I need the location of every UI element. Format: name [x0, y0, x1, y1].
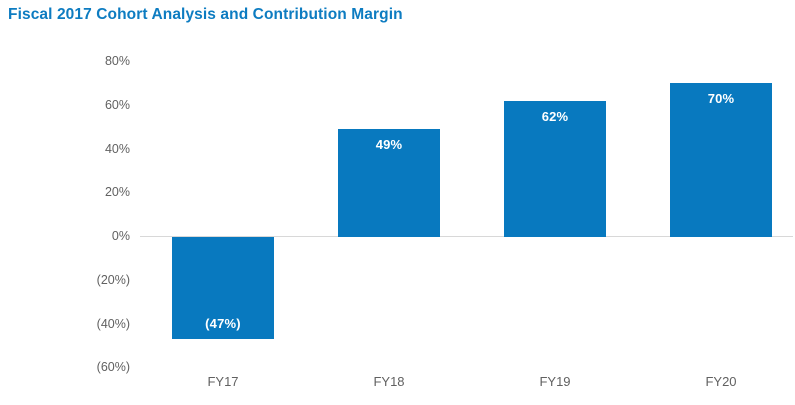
bar-value-label: (47%) — [205, 316, 241, 332]
x-tick-label: FY19 — [539, 374, 571, 389]
bar-fy20: 70% — [670, 83, 772, 237]
x-tick-label: FY20 — [705, 374, 737, 389]
y-tick-label: (20%) — [96, 272, 130, 287]
y-tick-label: 80% — [104, 54, 130, 68]
bar-value-label: 62% — [541, 108, 569, 124]
bar-value-label: 70% — [707, 91, 735, 107]
bar-fy18: 49% — [338, 129, 440, 237]
y-tick-label: (40%) — [96, 316, 130, 331]
y-tick-label: (60%) — [96, 360, 130, 375]
chart-title: Fiscal 2017 Cohort Analysis and Contribu… — [8, 6, 403, 23]
y-tick-label: 60% — [104, 97, 130, 112]
y-tick-label: 40% — [104, 141, 130, 156]
y-tick-label: 0% — [111, 229, 130, 243]
bar-value-label: 49% — [375, 137, 403, 153]
x-tick-label: FY18 — [373, 374, 405, 389]
zero-baseline — [140, 236, 793, 237]
y-tick-label: 20% — [104, 185, 130, 200]
bar-fy19: 62% — [504, 100, 606, 237]
bar-fy17: (47%) — [172, 236, 274, 340]
x-tick-label: FY17 — [207, 374, 239, 389]
